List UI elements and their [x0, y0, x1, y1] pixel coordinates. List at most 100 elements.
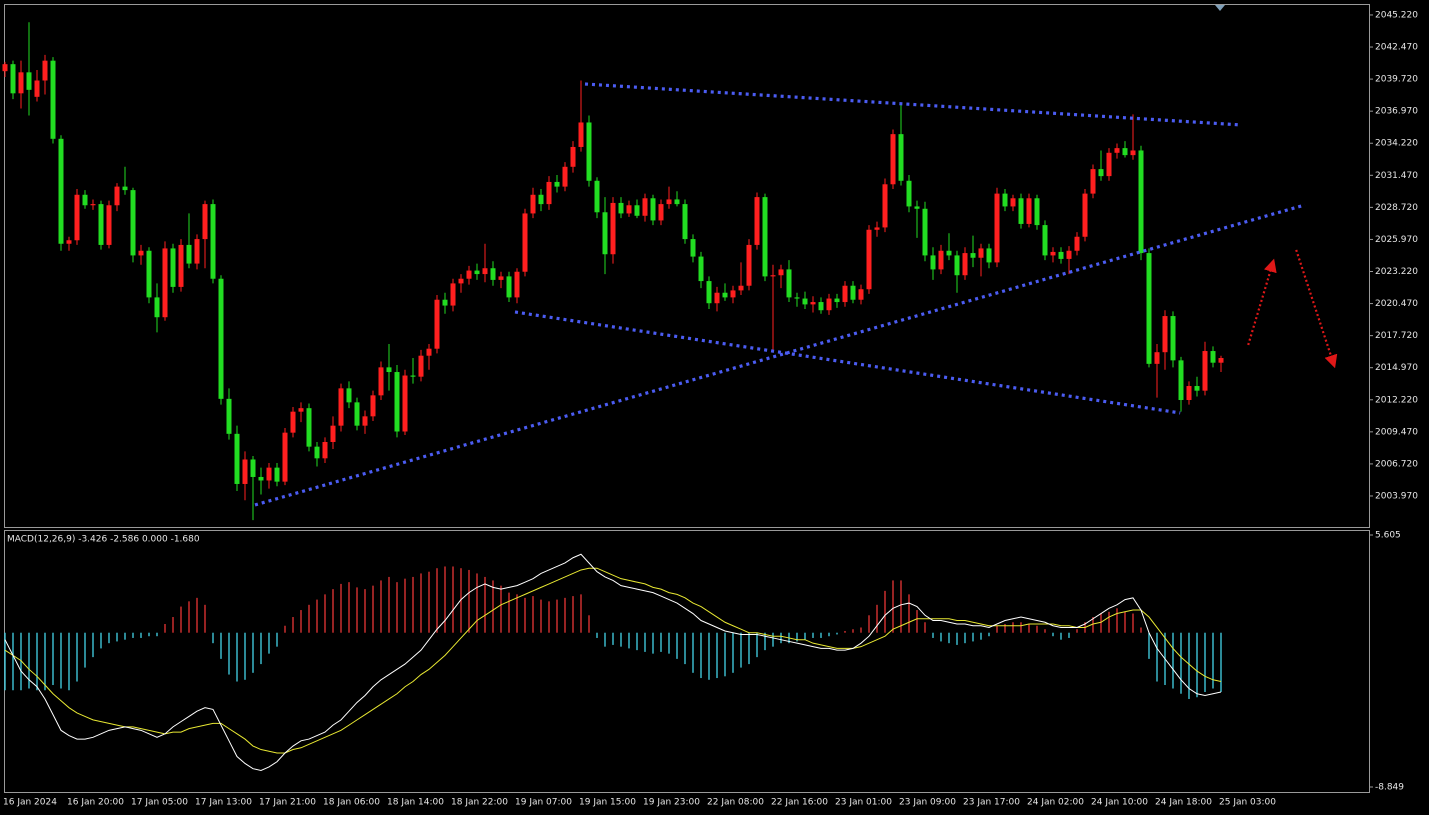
candle-body	[138, 250, 144, 256]
x-tick-label: 22 Jan 08:00	[707, 798, 764, 808]
candle-body	[762, 197, 768, 277]
candle-body	[986, 248, 992, 263]
candle-body	[402, 375, 408, 432]
candle-body	[530, 194, 536, 214]
candle-body	[282, 432, 288, 482]
x-tick-label: 17 Jan 05:00	[131, 798, 188, 808]
x-tick-label: 19 Jan 15:00	[579, 798, 636, 808]
candle-body	[634, 205, 640, 216]
candle-body	[1066, 250, 1072, 259]
candle-body	[1026, 198, 1032, 224]
current-bar-marker	[1215, 5, 1225, 11]
candle-body	[746, 244, 752, 286]
candle-body	[882, 184, 888, 228]
trendline	[514, 310, 1181, 415]
candle-body	[546, 181, 552, 205]
candle-body	[674, 199, 680, 205]
candle-body	[946, 250, 952, 256]
macd-title: MACD(12,26,9) -3.426 -2.586 0.000 -1.680	[7, 535, 200, 545]
candle-body	[410, 375, 416, 377]
candle-body	[290, 411, 296, 433]
candle-body	[170, 248, 176, 287]
x-tick-label: 16 Jan 2024	[3, 798, 57, 808]
candle-body	[714, 292, 720, 304]
candle-body	[186, 244, 192, 264]
candle-body	[498, 276, 504, 280]
candle-body	[1106, 152, 1112, 177]
candle-body	[1042, 225, 1048, 256]
candle-body	[962, 253, 968, 276]
candle-body	[890, 134, 896, 185]
y-tick-label: -8.849	[1375, 782, 1404, 792]
candle-body	[834, 298, 840, 303]
candle-body	[730, 290, 736, 298]
candle-body	[738, 285, 744, 291]
x-tick-label: 24 Jan 18:00	[1155, 798, 1212, 808]
trendline	[584, 82, 1241, 127]
y-tick-label: 2012.220	[1375, 395, 1418, 405]
candle-body	[466, 270, 472, 279]
candle-body	[1194, 386, 1200, 391]
candle-body	[50, 60, 56, 139]
y-tick-label: 2042.470	[1375, 43, 1418, 53]
candle-body	[914, 206, 920, 209]
y-tick-label: 2014.970	[1375, 363, 1418, 373]
candle-body	[58, 138, 64, 244]
candle-body	[770, 275, 776, 277]
candle-body	[706, 281, 712, 304]
x-tick-label: 18 Jan 06:00	[323, 798, 380, 808]
candle-body	[122, 186, 128, 191]
candle-body	[98, 204, 104, 245]
candle-body	[602, 212, 608, 255]
y-tick-label: 2020.470	[1375, 299, 1418, 309]
candle-body	[234, 433, 240, 484]
candle-body	[354, 402, 360, 426]
candle-body	[306, 408, 312, 447]
candle-body	[898, 134, 904, 181]
plot-layer: 2045.220 2042.470 2039.720 2036.970 2034.220…	[2, 10, 1418, 808]
x-tick-label: 23 Jan 09:00	[899, 798, 956, 808]
candle-body	[82, 194, 88, 206]
candle-body	[434, 299, 440, 349]
y-tick-label: 2017.720	[1375, 331, 1418, 341]
candle-body	[970, 253, 976, 258]
macd-line	[4, 553, 1222, 771]
candle-body	[482, 268, 488, 275]
candle-body	[994, 193, 1000, 263]
x-tick-label: 16 Jan 20:00	[67, 798, 124, 808]
x-tick-label: 19 Jan 07:00	[515, 798, 572, 808]
x-tick-label: 19 Jan 23:00	[643, 798, 700, 808]
y-tick-label: 2039.720	[1375, 75, 1418, 85]
candle-body	[666, 199, 672, 205]
candle-body	[266, 467, 272, 481]
x-tick-label: 25 Jan 03:00	[1219, 798, 1276, 808]
candle-body	[338, 388, 344, 426]
candle-body	[258, 476, 264, 481]
y-tick-label: 2009.470	[1375, 427, 1418, 437]
candle-body	[562, 166, 568, 187]
candle-body	[810, 302, 816, 305]
projection-arrow	[1247, 258, 1277, 346]
candle-body	[626, 205, 632, 214]
candle-body	[18, 72, 24, 94]
candle-body	[426, 348, 432, 356]
candle-body	[314, 446, 320, 459]
candle-body	[594, 180, 600, 213]
projection-arrow	[1295, 249, 1338, 369]
candle-body	[66, 240, 72, 244]
candle-body	[442, 299, 448, 306]
y-tick-label: 2023.220	[1375, 267, 1418, 277]
candle-body	[130, 190, 136, 256]
candle-body	[538, 194, 544, 205]
candle-body	[346, 388, 352, 403]
candle-body	[922, 208, 928, 256]
candle-body	[210, 204, 216, 279]
x-tick-label: 24 Jan 10:00	[1091, 798, 1148, 808]
candle-body	[330, 425, 336, 442]
candle-body	[322, 441, 328, 459]
candle-body	[866, 229, 872, 290]
candle-body	[458, 278, 464, 284]
candle-body	[786, 269, 792, 298]
candle-body	[106, 205, 112, 245]
candle-body	[1082, 193, 1088, 237]
